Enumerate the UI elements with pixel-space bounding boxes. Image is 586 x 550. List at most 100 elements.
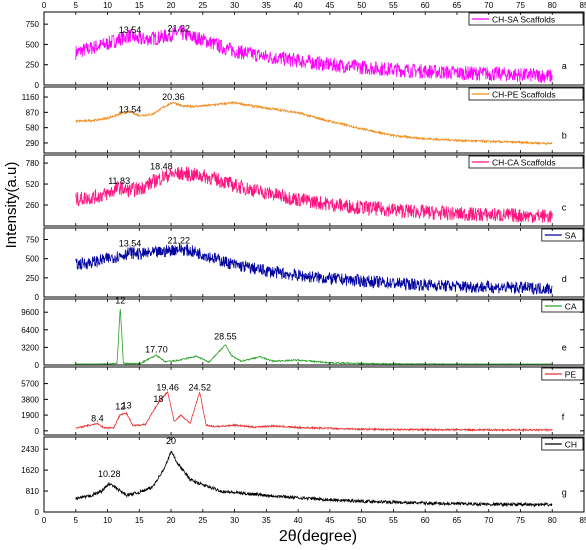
panel-letter: a bbox=[562, 61, 567, 71]
x-tick-label-bottom: 65 bbox=[452, 516, 461, 525]
x-tick-label-bottom: 75 bbox=[516, 516, 525, 525]
peak-label: 19.46 bbox=[156, 383, 179, 393]
panel-frame bbox=[43, 86, 585, 154]
legend-label: CH-SA Scaffolds bbox=[492, 15, 555, 25]
legend-box bbox=[468, 155, 584, 169]
legend-label: CH bbox=[565, 440, 577, 450]
panel-frame bbox=[43, 298, 585, 366]
panel-a: 0 250 500 750 13.54 21.22 CH-SA Scaffolds a bbox=[26, 11, 585, 90]
y-tick-label: 5700 bbox=[21, 380, 39, 389]
y-tick-label: 0 bbox=[35, 508, 40, 517]
x-tick-label-top: 0 bbox=[42, 1, 47, 10]
y-tick-label: 2430 bbox=[21, 445, 39, 454]
panel-letter: f bbox=[562, 412, 565, 422]
x-tick-label-top: 5 bbox=[74, 1, 79, 10]
legend-label: PE bbox=[565, 370, 577, 380]
legend-e: CA bbox=[541, 299, 584, 313]
x-tick-label-bottom: 35 bbox=[262, 516, 271, 525]
panel-c: 260 520 780 11.83 18.48 CH-CA Scaffolds c bbox=[26, 154, 585, 227]
peak-label: 13.54 bbox=[119, 25, 142, 35]
x-tick-label-top: 40 bbox=[294, 1, 303, 10]
legend-g: CH bbox=[541, 437, 584, 451]
x-tick-label-top: 50 bbox=[357, 1, 366, 10]
x-tick-label-top: 60 bbox=[421, 1, 430, 10]
legend-c: CH-CA Scaffolds bbox=[468, 155, 584, 169]
peak-label: 28.55 bbox=[214, 332, 237, 342]
panel-d: 0 250 500 750 13.54 21.22 SA d bbox=[26, 227, 585, 302]
peak-label: 20.36 bbox=[162, 92, 185, 102]
y-tick-label: 250 bbox=[26, 274, 40, 283]
peak-label: 12 bbox=[115, 295, 125, 305]
panel-letter: d bbox=[562, 274, 567, 284]
legend-box bbox=[541, 299, 584, 313]
y-tick-label: 260 bbox=[26, 201, 40, 210]
x-tick-label-bottom: 50 bbox=[357, 516, 366, 525]
x-tick-label-bottom: 5 bbox=[74, 516, 79, 525]
legend-a: CH-SA Scaffolds bbox=[468, 12, 584, 26]
x-axis-group: 0055101015152020252530303535404045455050… bbox=[42, 1, 586, 525]
x-tick-label-bottom: 55 bbox=[389, 516, 398, 525]
panel-letter: c bbox=[562, 202, 567, 212]
y-tick-label: 0 bbox=[35, 427, 40, 436]
y-tick-label: 1160 bbox=[22, 93, 40, 102]
y-tick-label: 780 bbox=[26, 159, 40, 168]
x-tick-label-bottom: 10 bbox=[103, 516, 112, 525]
x-tick-label-bottom: 80 bbox=[548, 516, 557, 525]
panel-frame bbox=[43, 154, 585, 227]
x-tick-label-bottom: 30 bbox=[230, 516, 239, 525]
x-tick-label-bottom: 70 bbox=[484, 516, 493, 525]
panel-letter: b bbox=[562, 130, 567, 140]
panel-letter: g bbox=[562, 488, 567, 498]
x-tick-label-top: 70 bbox=[484, 1, 493, 10]
x-tick-label-top: 25 bbox=[198, 1, 207, 10]
legend-d: SA bbox=[541, 228, 584, 242]
legend-b: CH-PE Scaffolds bbox=[468, 87, 584, 101]
y-tick-label: 500 bbox=[26, 40, 40, 49]
y-tick-label: 1620 bbox=[21, 466, 39, 475]
x-tick-label-top: 15 bbox=[135, 1, 144, 10]
peak-label: 20 bbox=[166, 436, 176, 446]
peak-label: 18.48 bbox=[150, 162, 173, 172]
series-line-f bbox=[75, 391, 553, 433]
y-tick-label: 1900 bbox=[21, 411, 39, 420]
panels-group: 0 250 500 750 13.54 21.22 CH-SA Scaffolds a 290 5… bbox=[21, 11, 585, 517]
x-tick-label-top: 10 bbox=[103, 1, 112, 10]
y-tick-label: 290 bbox=[26, 139, 40, 148]
series-line-e bbox=[75, 309, 553, 365]
y-tick-label: 580 bbox=[26, 124, 40, 133]
peak-label: 21.22 bbox=[168, 235, 191, 245]
y-axis-label: Intensity(a.u) bbox=[3, 162, 20, 249]
peak-label: 18 bbox=[153, 394, 163, 404]
y-tick-label: 810 bbox=[26, 487, 40, 496]
panel-b: 290 580 870 1160 13.54 20.36 CH-PE Scaffolds b bbox=[22, 86, 585, 154]
x-tick-label-top: 20 bbox=[167, 1, 176, 10]
x-tick-label-bottom: 20 bbox=[167, 516, 176, 525]
x-tick-label-top: 55 bbox=[389, 1, 398, 10]
y-tick-label: 0 bbox=[35, 81, 40, 90]
y-tick-label: 0 bbox=[35, 361, 40, 370]
x-axis-label: 2θ(degree) bbox=[279, 528, 357, 545]
x-tick-label-bottom: 60 bbox=[421, 516, 430, 525]
series-line-g bbox=[75, 450, 553, 508]
peak-label: 21.22 bbox=[168, 23, 191, 33]
series-line-a bbox=[75, 25, 553, 83]
x-tick-label-top: 30 bbox=[230, 1, 239, 10]
y-tick-label: 9600 bbox=[21, 308, 39, 317]
y-tick-label: 870 bbox=[26, 108, 40, 117]
legend-box bbox=[541, 437, 584, 451]
series-line-d bbox=[75, 243, 553, 296]
legend-label: CA bbox=[565, 302, 577, 312]
x-tick-label-top: 35 bbox=[262, 1, 271, 10]
peak-label: 24.52 bbox=[189, 383, 212, 393]
peak-label: 13.54 bbox=[119, 238, 142, 248]
y-tick-label: 6400 bbox=[21, 326, 39, 335]
legend-box bbox=[468, 12, 584, 26]
y-tick-label: 0 bbox=[35, 293, 40, 302]
y-tick-label: 500 bbox=[26, 255, 40, 264]
x-tick-label-bottom: 40 bbox=[294, 516, 303, 525]
series-line-c bbox=[75, 166, 553, 224]
y-tick-label: 3800 bbox=[21, 395, 39, 404]
x-tick-label-bottom: 85 bbox=[580, 516, 586, 525]
y-tick-label: 3200 bbox=[21, 343, 39, 352]
